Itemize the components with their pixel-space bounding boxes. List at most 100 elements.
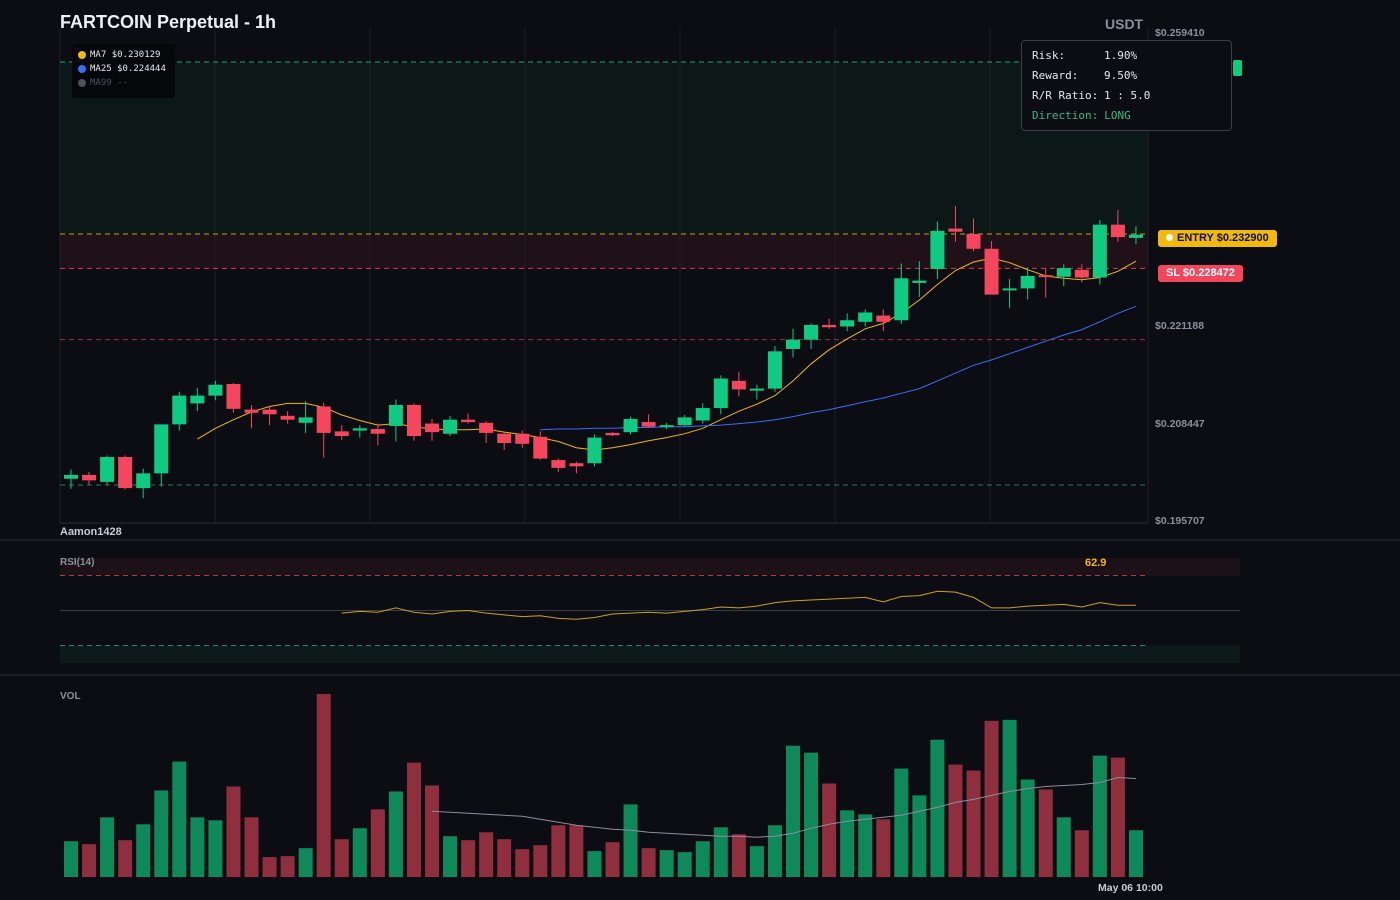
candle-body [749, 388, 764, 391]
volume-bar [822, 783, 837, 877]
volume-bar [316, 693, 331, 877]
volume-bar [912, 795, 927, 877]
candle-body [461, 419, 476, 423]
candle-body [1110, 224, 1125, 238]
reward-label: Reward: [1032, 69, 1079, 82]
volume-bar [569, 825, 584, 877]
candle-body [695, 408, 710, 421]
candle-body [858, 312, 873, 322]
candle-body [244, 409, 259, 413]
ma-legend: MA7 $0.230129 MA25 $0.224444 MA99 -- [72, 44, 175, 98]
volume-bar [786, 745, 800, 877]
candle-body [154, 424, 169, 474]
volume-bar [118, 840, 133, 877]
candle-body [569, 463, 584, 467]
candle-body [515, 433, 530, 444]
volume-bar [370, 809, 385, 877]
candle-body [623, 418, 638, 433]
candle-body [118, 457, 133, 489]
stop-loss-badge[interactable]: SL $0.228472 [1158, 265, 1243, 282]
rr-value: 1 : 5.0 [1104, 89, 1151, 102]
candle-body [822, 324, 837, 328]
candle-body [226, 383, 241, 409]
volume-bar [1002, 719, 1017, 877]
candle-body [731, 380, 746, 390]
candle-body [479, 422, 494, 433]
volume-bar [352, 828, 367, 877]
candle-body [713, 378, 728, 409]
volume-bar [713, 827, 728, 877]
ma25-dot-icon [78, 65, 86, 73]
volume-bar [334, 839, 349, 877]
volume-bar [1074, 830, 1089, 877]
volume-bar [388, 791, 403, 877]
entry-badge[interactable]: ENTRY $0.232900 [1158, 230, 1277, 247]
price-axis-label: $0.221188 [1155, 320, 1205, 332]
risk-value: 1.90% [1104, 49, 1138, 62]
candle-body [334, 431, 349, 437]
volume-bar [244, 817, 259, 877]
volume-bar [677, 852, 692, 877]
risk-reward-panel: Risk: 1.90% Reward: 9.50% R/R Ratio: 1 : 5.… [1021, 40, 1232, 131]
legend-ma7[interactable]: MA7 $0.230129 [72, 48, 175, 62]
volume-bar [840, 810, 855, 877]
candle-body [587, 437, 602, 464]
candle-body [677, 417, 692, 426]
candle-body [64, 474, 78, 479]
volume-bar [731, 834, 746, 877]
volume-bar [966, 770, 981, 877]
volume-bar [298, 848, 313, 877]
candle-body [136, 473, 151, 489]
candle-body [1074, 269, 1089, 278]
volume-bar [948, 764, 963, 877]
volume-bar [858, 814, 873, 877]
volume-bar [425, 785, 439, 877]
candle-body [208, 384, 223, 396]
volume-ma-line [431, 776, 1137, 838]
volume-bar [551, 825, 566, 877]
take-profit-handle[interactable] [1233, 60, 1242, 76]
candle-body [316, 406, 331, 433]
volume-bar [894, 768, 909, 877]
candle-body [82, 474, 97, 481]
candle-body [262, 409, 277, 415]
volume-bar [749, 846, 764, 877]
time-axis-label: May 06 10:00 [1098, 882, 1163, 894]
candle-body [551, 460, 566, 468]
legend-ma25[interactable]: MA25 $0.224444 [72, 62, 175, 76]
volume-bar [136, 824, 151, 877]
volume-bar [641, 848, 656, 877]
candle-body [497, 433, 512, 444]
quote-currency: USDT [1105, 16, 1144, 32]
candle-body [1038, 275, 1053, 278]
legend-ma25-value: $0.224444 [117, 64, 166, 74]
candle-body [443, 419, 458, 434]
legend-ma99[interactable]: MA99 -- [72, 76, 175, 90]
candle-body [966, 233, 981, 249]
chart-title: FARTCOIN Perpetual - 1h [60, 12, 277, 32]
candle-body [930, 230, 945, 269]
candle-body [388, 404, 403, 426]
candle-body [190, 395, 205, 404]
candle-body [641, 422, 656, 427]
volume-bar [479, 832, 494, 877]
volume-bar [64, 841, 78, 877]
ma7-dot-icon [78, 51, 86, 59]
candle-body [1128, 234, 1143, 238]
candle-body [406, 404, 421, 437]
direction-value: LONG [1104, 109, 1131, 122]
volume-bar [587, 851, 602, 877]
candle-body [1020, 275, 1035, 289]
candle-body [840, 320, 855, 327]
reward-value: 9.50% [1104, 69, 1138, 82]
volume-bar [695, 841, 710, 877]
rr-label: R/R Ratio: [1032, 89, 1099, 102]
volume-bar [515, 849, 530, 877]
candle-body [786, 339, 800, 349]
volume-bar [876, 819, 891, 877]
rsi-current-value: 62.9 [1085, 557, 1107, 569]
candle-body [533, 436, 548, 459]
rsi-panel-label: RSI(14) [60, 557, 95, 568]
volume-bar [82, 844, 97, 877]
